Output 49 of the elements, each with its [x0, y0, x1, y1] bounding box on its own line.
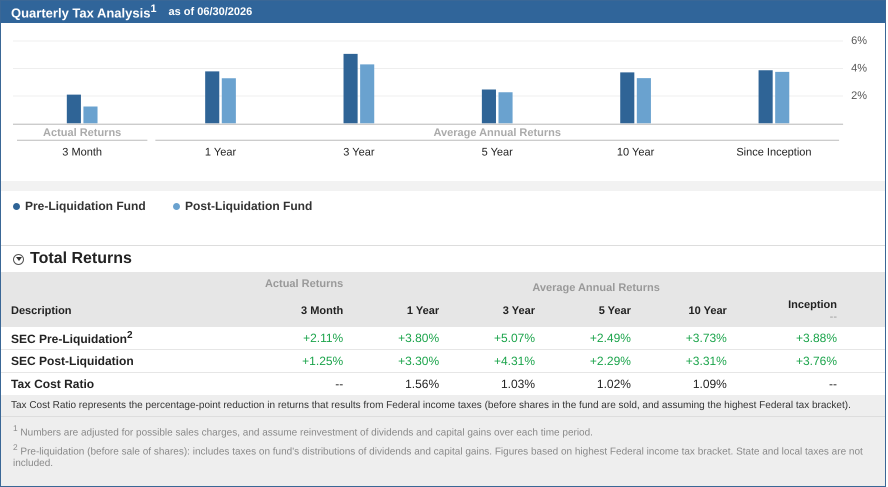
x-tick-label: 3 Year: [343, 146, 375, 158]
legend-label: Post-Liquidation Fund: [185, 199, 312, 213]
text: +2.29%: [588, 353, 632, 370]
x-tick-label: 10 Year: [616, 146, 655, 158]
text: Average Annual Returns: [433, 126, 562, 139]
text: +2.11%: [302, 330, 344, 347]
text: +2.49%: [588, 330, 632, 347]
chart-title: Quarterly Tax Analysis$^{1}$: [11, 3, 156, 21]
text: Total Returns: [30, 250, 132, 268]
category-label: 1 Year: [406, 305, 440, 317]
text: 1.02%: [596, 376, 632, 393]
chart-subtitle: as of 06/30/2026: [168, 6, 252, 18]
y-tick-label: 6%: [851, 35, 868, 48]
text: +3.80%: [397, 330, 440, 347]
text: +3.76%: [794, 353, 838, 370]
text: SEC Post-Liquidation: [10, 353, 135, 370]
text: +1.25%: [301, 353, 344, 370]
text: 1.56%: [404, 376, 440, 393]
text: +3.31%: [684, 353, 728, 370]
text: 1.03%: [500, 376, 536, 393]
text: --: [828, 311, 837, 323]
category-label: 3 Year: [502, 305, 536, 317]
x-tick-label: Since Inception: [736, 146, 812, 158]
x-tick-label: 3 Month: [62, 146, 102, 158]
text: Tax Cost Ratio: [10, 376, 96, 393]
text: Average Annual Returns: [532, 282, 660, 294]
category-label: 5 Year: [598, 305, 631, 317]
legend-label: Pre-Liquidation Fund: [25, 199, 146, 213]
text: 1.09%: [692, 376, 728, 393]
y-tick-label: 2%: [851, 90, 868, 102]
text: +3.73%: [684, 330, 728, 347]
category-label: 10 Year: [688, 305, 727, 317]
x-tick-label: 5 Year: [482, 146, 514, 158]
text: Actual Returns: [43, 126, 122, 139]
text: +5.07%: [492, 330, 536, 347]
text: +3.30%: [397, 353, 440, 370]
text: $^{2}$ Pre-liquidation (before sale of shares): includes taxes on fund's distributions of dividends and capital gains. Figures based on highest Federal income tax bracket. State and local taxes are not included.: [13, 442, 864, 469]
text: +4.31%: [492, 353, 536, 370]
text: --: [334, 376, 344, 393]
text: --: [828, 376, 838, 393]
text: Tax Cost Ratio represents the percentage-point reduction in returns that results from Federal income taxes (before shares in the fund are sold, and assuming the highest Federal tax bracket).: [1, 395, 885, 417]
text: Actual Returns: [264, 278, 344, 290]
category-label: 3 Month: [301, 305, 344, 317]
y-tick-label: 4%: [851, 62, 868, 75]
text: Description: [10, 304, 73, 319]
text: +3.88%: [794, 330, 838, 347]
text: $^{1}$ Numbers are adjusted for possible sales charges, and assume reinvestment of dividends and capital gains over each time period.: [13, 423, 594, 438]
text: SEC Pre-Liquidation$^{2}$: [10, 329, 134, 348]
x-tick-label: 1 Year: [204, 146, 236, 158]
